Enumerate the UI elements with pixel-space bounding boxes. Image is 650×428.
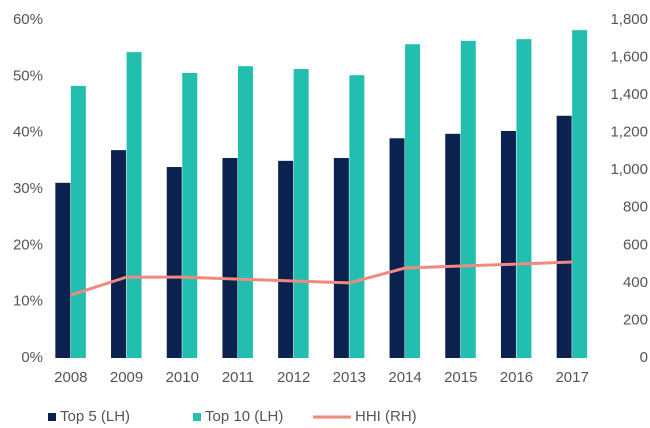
bar: [349, 75, 365, 358]
legend-swatch: [193, 413, 201, 421]
bar: [572, 30, 588, 358]
line: [70, 260, 573, 297]
bar: [556, 115, 572, 359]
y-tick-label: 60%: [13, 11, 43, 28]
bar: [166, 167, 182, 358]
y-tick-label: 0%: [21, 349, 43, 366]
y2-tick-label: 600: [623, 236, 648, 253]
bar: [460, 40, 476, 359]
y2-tick-label: 0: [640, 349, 648, 366]
x-tick-label: 2013: [333, 369, 366, 386]
bar: [126, 52, 142, 359]
x-tick-label: 2011: [222, 369, 254, 386]
x-tick-label: 2017: [555, 369, 588, 386]
y2-tick-label: 1,400: [610, 86, 648, 103]
bar: [500, 130, 516, 358]
y-tick-label: 30%: [13, 180, 43, 197]
y2-tick-label: 1,600: [610, 49, 648, 66]
y2-tick-label: 1,800: [610, 11, 648, 28]
y-tick-label: 10%: [13, 293, 43, 310]
y2-tick-label: 400: [623, 274, 648, 291]
bar: [333, 158, 349, 358]
bar: [516, 39, 532, 359]
x-tick-label: 2012: [277, 369, 310, 386]
bar: [182, 72, 198, 358]
bar: [70, 85, 86, 358]
bar: [405, 44, 421, 359]
y-tick-label: 40%: [13, 124, 43, 141]
x-tick-label: 2008: [54, 369, 87, 386]
x-tick-label: 2010: [166, 369, 199, 386]
legend-label: Top 5 (LH): [60, 408, 130, 425]
legend-label: Top 10 (LH): [205, 408, 283, 425]
y-tick-label: 20%: [13, 236, 43, 253]
x-tick-label: 2016: [500, 369, 533, 386]
bar: [111, 150, 127, 358]
y2-tick-label: 1,000: [610, 161, 648, 178]
x-tick-label: 2009: [110, 369, 143, 386]
bar: [222, 158, 238, 358]
bar: [445, 133, 461, 358]
y2-tick-label: 1,200: [610, 124, 648, 141]
y2-tick-label: 800: [623, 199, 648, 216]
x-tick-label: 2014: [388, 369, 421, 386]
x-tick-label: 2015: [444, 369, 477, 386]
y2-tick-label: 200: [623, 311, 648, 328]
bar: [237, 66, 253, 359]
bar: [278, 160, 294, 358]
bar: [55, 182, 71, 358]
legend-swatch: [48, 413, 56, 421]
bar: [389, 138, 405, 358]
legend-label: HHI (RH): [355, 408, 417, 425]
y-tick-label: 50%: [13, 67, 43, 84]
bar: [293, 69, 309, 358]
